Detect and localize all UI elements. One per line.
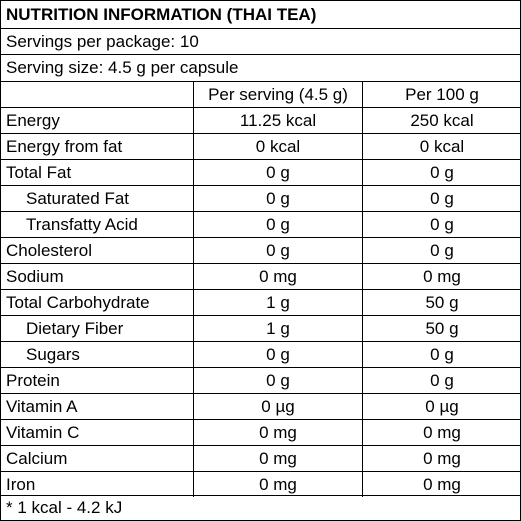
nutrient-name: Cholesterol — [1, 237, 194, 264]
nutrient-name: Dietary Fiber — [1, 315, 194, 342]
divider — [1, 495, 520, 496]
per-100g-value: 0 g — [362, 341, 521, 368]
per-serving-value: 0 g — [193, 341, 363, 368]
nutrient-name: Sugars — [1, 341, 194, 368]
column-header-per-serving: Per serving (4.5 g) — [193, 81, 363, 108]
column-header-per-100g: Per 100 g — [362, 81, 521, 108]
per-100g-value: 0 g — [362, 185, 521, 212]
servings-per-package: Servings per package: 10 — [6, 32, 199, 51]
table-row: Dietary Fiber 1 g 50 g — [1, 315, 521, 342]
nutrient-name: Vitamin A — [1, 393, 194, 420]
table-row: Sodium 0 mg 0 mg — [1, 263, 521, 290]
per-serving-value: 0 g — [193, 185, 363, 212]
per-100g-value: 0 g — [362, 237, 521, 264]
per-100g-value: 250 kcal — [362, 107, 521, 134]
per-serving-value: 0 g — [193, 237, 363, 264]
per-100g-value: 0 mg — [362, 445, 521, 472]
nutrient-name: Energy — [1, 107, 194, 134]
per-serving-value: 0 mg — [193, 419, 363, 446]
per-100g-value: 0 kcal — [362, 133, 521, 160]
per-100g-value: 50 g — [362, 289, 521, 316]
nutrient-name: Sodium — [1, 263, 194, 290]
nutrient-name: Transfatty Acid — [1, 211, 194, 238]
serving-size: Serving size: 4.5 g per capsule — [6, 58, 239, 77]
per-100g-value: 0 µg — [362, 393, 521, 420]
table-row: Iron 0 mg 0 mg — [1, 471, 521, 497]
per-serving-value: 0 g — [193, 159, 363, 186]
table-header-row: Per serving (4.5 g) Per 100 g — [1, 81, 521, 108]
table-row: Energy 11.25 kcal 250 kcal — [1, 107, 521, 134]
nutrient-name: Saturated Fat — [1, 185, 194, 212]
per-100g-value: 0 mg — [362, 419, 521, 446]
per-100g-value: 0 g — [362, 211, 521, 238]
per-serving-value: 11.25 kcal — [193, 107, 363, 134]
per-serving-value: 1 g — [193, 315, 363, 342]
nutrient-name: Total Fat — [1, 159, 194, 186]
nutrient-name: Vitamin C — [1, 419, 194, 446]
panel-title: NUTRITION INFORMATION (THAI TEA) — [6, 5, 317, 24]
per-serving-value: 0 g — [193, 211, 363, 238]
per-serving-value: 0 µg — [193, 393, 363, 420]
per-100g-value: 0 g — [362, 367, 521, 394]
per-100g-value: 0 mg — [362, 263, 521, 290]
per-serving-value: 0 kcal — [193, 133, 363, 160]
per-serving-value: 0 mg — [193, 263, 363, 290]
footnote: * 1 kcal - 4.2 kJ — [6, 498, 123, 517]
per-serving-value: 1 g — [193, 289, 363, 316]
per-100g-value: 0 g — [362, 159, 521, 186]
divider — [1, 28, 520, 29]
nutrient-name: Iron — [1, 471, 194, 497]
per-serving-value: 0 mg — [193, 471, 363, 497]
nutrition-table: Per serving (4.5 g) Per 100 g Energy 11.2… — [1, 81, 521, 497]
nutrient-name: Protein — [1, 367, 194, 394]
divider — [1, 54, 520, 55]
per-100g-value: 50 g — [362, 315, 521, 342]
nutrient-name: Calcium — [1, 445, 194, 472]
table-row: Total Carbohydrate 1 g 50 g — [1, 289, 521, 316]
table-row: Energy from fat 0 kcal 0 kcal — [1, 133, 521, 160]
table-row: Calcium 0 mg 0 mg — [1, 445, 521, 472]
per-serving-value: 0 mg — [193, 445, 363, 472]
nutrient-name: Total Carbohydrate — [1, 289, 194, 316]
nutrient-name: Energy from fat — [1, 133, 194, 160]
per-serving-value: 0 g — [193, 367, 363, 394]
column-header-nutrient — [1, 81, 194, 108]
per-100g-value: 0 mg — [362, 471, 521, 497]
